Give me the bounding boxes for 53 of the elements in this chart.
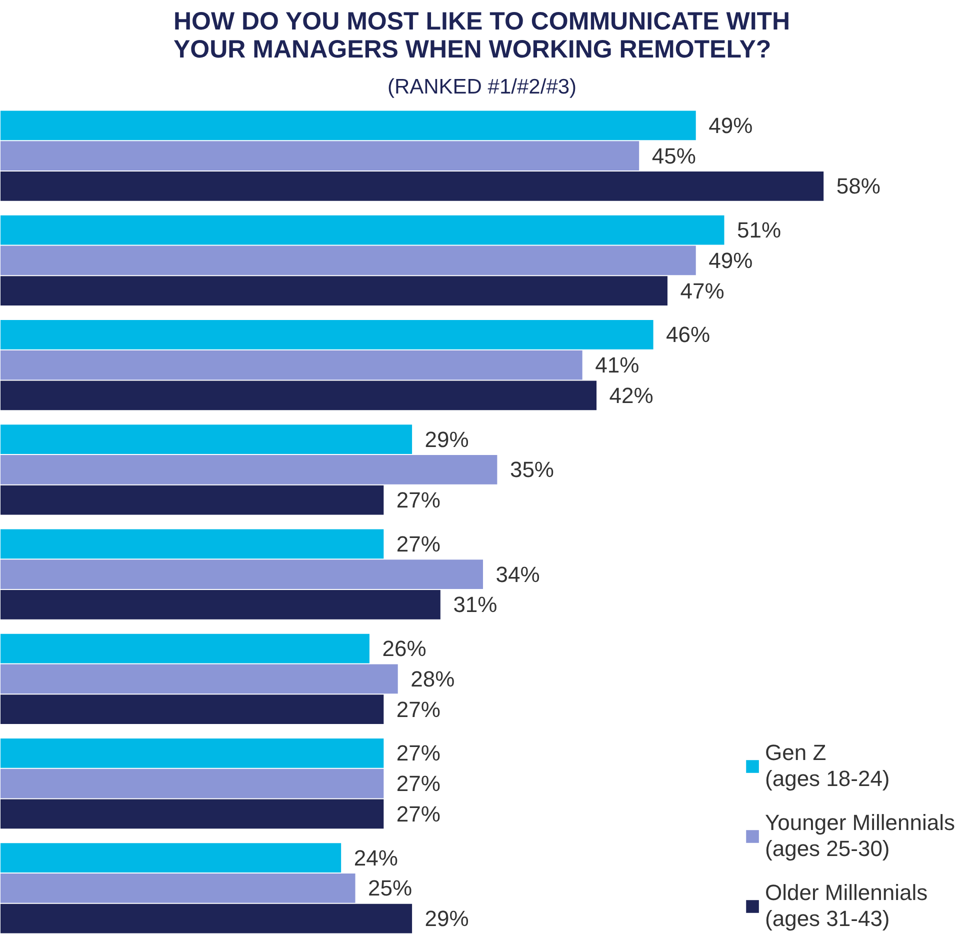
data-label: 29% (424, 906, 469, 932)
bar (0, 141, 640, 171)
bar (0, 215, 724, 245)
bar (0, 424, 412, 454)
bar (0, 799, 384, 829)
data-label: 31% (453, 592, 498, 618)
data-label: 28% (410, 666, 455, 692)
bar (0, 843, 342, 873)
data-label: 27% (396, 531, 440, 556)
bar (0, 873, 356, 903)
data-label: 24% (354, 845, 398, 870)
data-label: 26% (382, 636, 426, 662)
data-label: 46% (666, 322, 710, 348)
data-label: 34% (496, 562, 540, 587)
legend-label: Older Millennials (ages 31-43) (765, 880, 928, 932)
legend-label: Gen Z (ages 18-24) (765, 740, 890, 792)
data-label: 27% (396, 740, 440, 766)
bar (0, 560, 483, 590)
bar (0, 110, 696, 140)
legend-label: Younger Millennials (ages 25-30) (765, 810, 955, 862)
data-label: 27% (396, 801, 440, 826)
data-label: 29% (424, 426, 469, 452)
data-label: 27% (396, 696, 440, 722)
bar (0, 454, 498, 484)
chart-title: HOW DO YOU MOST LIKE TO COMMUNICATE WITH YOUR MANAGERS WHEN WORKING REMOTELY? (173, 8, 790, 64)
chart-subtitle: (RANKED #1/#2/#3) (387, 76, 577, 98)
bar (0, 664, 398, 694)
bar (0, 738, 384, 768)
bar (0, 529, 384, 559)
data-label: 58% (836, 174, 880, 199)
bar (0, 171, 824, 201)
bar (0, 634, 370, 664)
data-label: 45% (652, 143, 696, 168)
data-label: 42% (609, 382, 654, 408)
data-label: 35% (510, 457, 554, 482)
data-label: 27% (396, 488, 440, 513)
bar (0, 350, 582, 380)
data-label: 27% (396, 771, 440, 796)
bar (0, 485, 384, 515)
data-label: 25% (368, 876, 412, 901)
bar (0, 276, 668, 306)
bar (0, 246, 696, 276)
bar (0, 904, 412, 934)
data-label: 51% (737, 218, 782, 243)
data-label: 47% (680, 278, 724, 304)
data-label: 49% (708, 112, 753, 138)
bar (0, 380, 597, 410)
data-label: 41% (595, 352, 640, 378)
data-label: 49% (708, 248, 753, 273)
bar (0, 320, 654, 350)
bar (0, 590, 440, 620)
bar (0, 768, 384, 798)
bar (0, 694, 384, 724)
